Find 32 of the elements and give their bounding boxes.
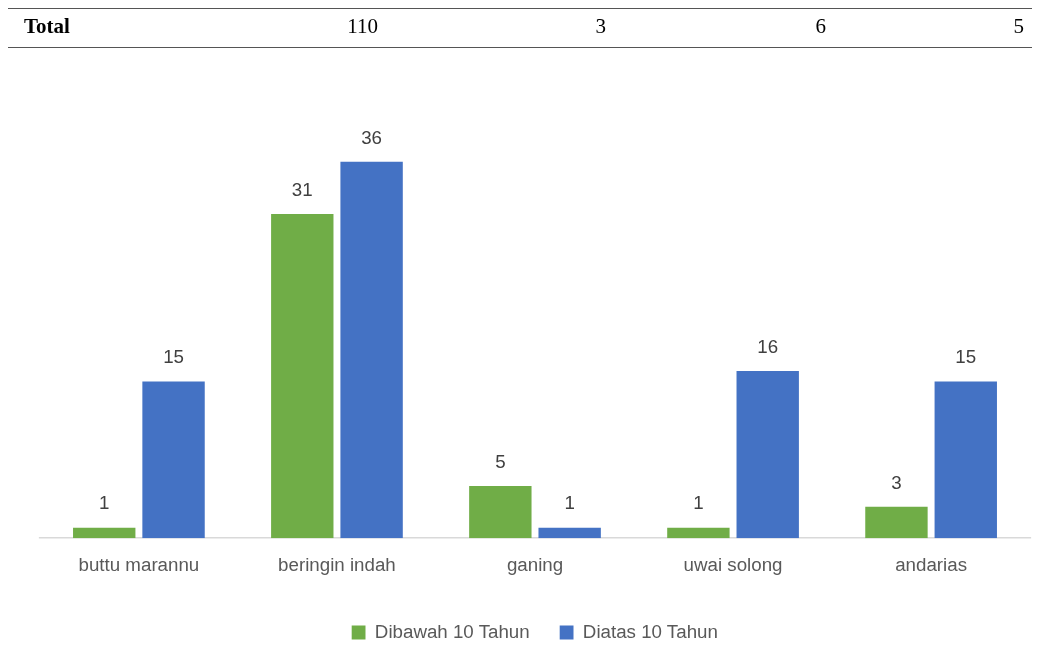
legend-label: Diatas 10 Tahun xyxy=(582,620,718,642)
text: 5 xyxy=(1013,14,1024,39)
data-label: 1 xyxy=(99,492,110,514)
bar xyxy=(340,161,403,539)
data-label: 5 xyxy=(495,450,506,472)
bar xyxy=(73,527,136,539)
bar xyxy=(142,381,205,539)
bar xyxy=(736,370,799,539)
data-label: 1 xyxy=(564,492,575,514)
data-label: 15 xyxy=(955,345,977,368)
bar xyxy=(538,527,601,539)
legend-label: Dibawah 10 Tahun xyxy=(374,620,530,642)
data-label: 16 xyxy=(757,335,779,357)
x-tick-label: andarias xyxy=(895,553,968,575)
text: 110 xyxy=(347,14,378,39)
data-label: 36 xyxy=(361,126,383,148)
x-tick-label: ganing xyxy=(506,553,564,575)
bar xyxy=(271,214,334,539)
data-label: 31 xyxy=(291,178,313,200)
data-label: 15 xyxy=(163,345,184,368)
text: Total xyxy=(24,14,70,39)
x-tick-label: uwai solong xyxy=(683,553,783,575)
bar xyxy=(469,485,532,539)
data-label: 1 xyxy=(693,492,704,514)
bar xyxy=(667,527,730,539)
x-tick-label: buttu marannu xyxy=(78,553,200,575)
data-label: 3 xyxy=(891,471,902,493)
x-tick-label: beringin indah xyxy=(278,553,396,575)
text: 6 xyxy=(815,14,826,39)
text: 3 xyxy=(595,14,606,39)
bar xyxy=(934,381,997,539)
bar xyxy=(865,506,928,539)
